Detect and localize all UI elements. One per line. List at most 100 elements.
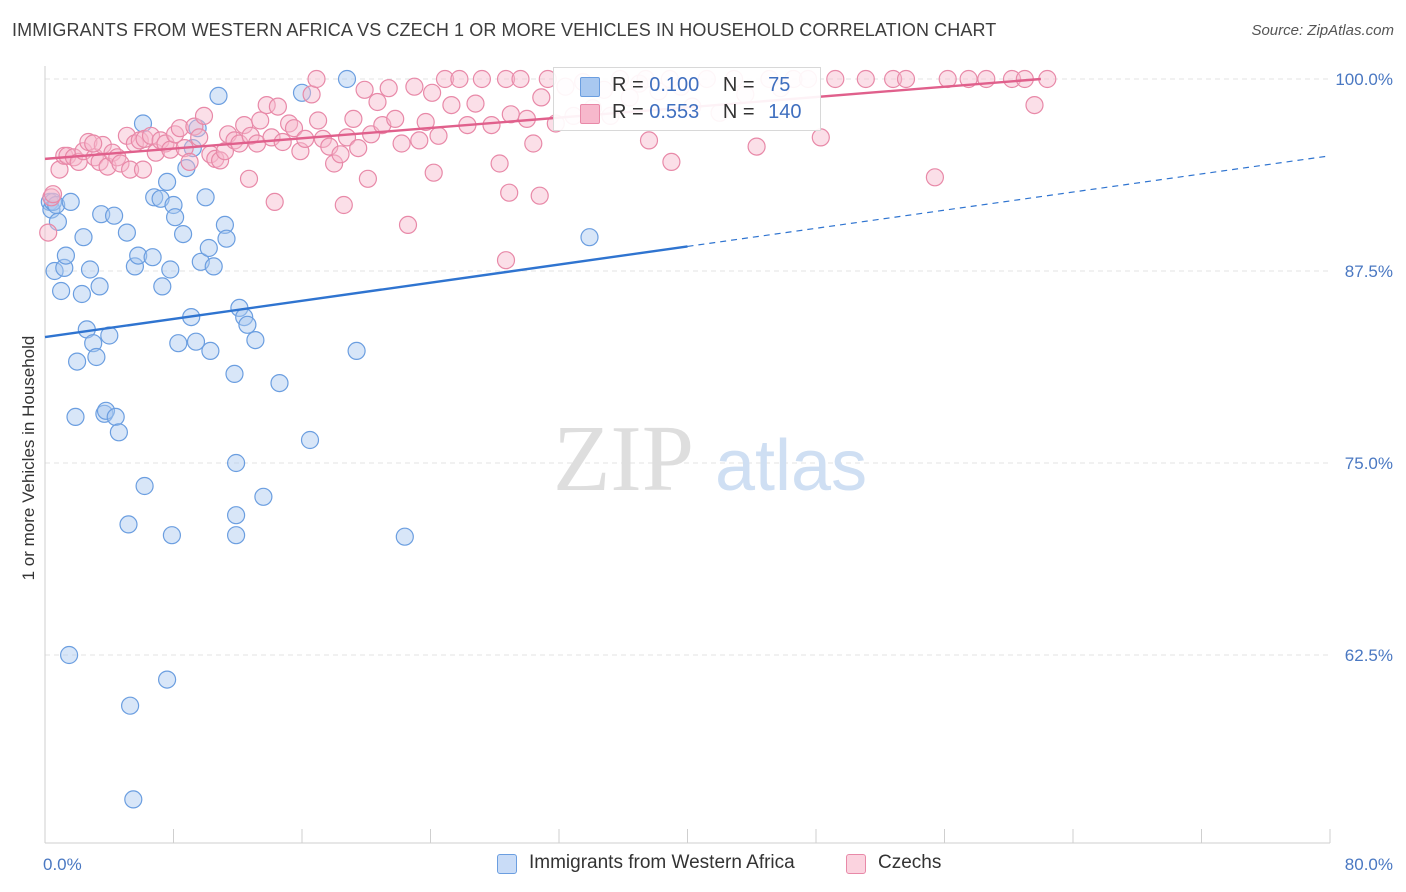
western-africa-point xyxy=(209,86,228,106)
czechs-trend-line xyxy=(44,77,1041,161)
n-label-1: N = xyxy=(722,74,761,96)
czechs-point xyxy=(500,183,519,202)
czechs-point xyxy=(530,186,549,205)
czechs-point xyxy=(190,128,209,147)
czechs-point xyxy=(331,145,350,164)
western-africa-point xyxy=(158,172,177,191)
czechs-point xyxy=(211,151,230,170)
czechs-point xyxy=(959,69,978,89)
watermark: ZIP atlas xyxy=(553,407,867,511)
czechs-point xyxy=(309,111,328,130)
czechs-point xyxy=(398,215,418,234)
western-africa-point xyxy=(215,215,234,234)
western-africa-point xyxy=(217,229,236,248)
western-africa-point xyxy=(300,430,320,450)
czechs-point xyxy=(392,134,411,153)
czechs-point xyxy=(307,69,326,89)
western-africa-point xyxy=(96,401,116,420)
western-africa-point xyxy=(51,281,71,301)
western-africa-point xyxy=(174,225,193,244)
legend-label-western-africa: Immigrants from Western Africa xyxy=(529,852,795,873)
western-africa-point xyxy=(80,260,100,279)
western-africa-point xyxy=(87,347,106,367)
series-legend: Immigrants from Western Africa Czechs xyxy=(0,852,1406,878)
czechs-point xyxy=(424,163,443,182)
czechs-point xyxy=(429,126,448,145)
czechs-point xyxy=(133,160,153,179)
czechs-point xyxy=(524,134,543,153)
watermark-zip: ZIP xyxy=(553,407,694,511)
stats-legend: R = 0.100 N = 75 R = 0.553 N = 140 xyxy=(553,67,821,131)
y-tick-label: 100.0% xyxy=(1335,70,1393,89)
western-africa-point xyxy=(59,645,79,665)
y-tick-label: 75.0% xyxy=(1345,454,1393,473)
czechs-point xyxy=(639,131,659,150)
western-africa-point xyxy=(204,257,223,276)
x-tick-label: 80.0% xyxy=(1345,855,1393,874)
y-tick-label: 62.5% xyxy=(1345,646,1393,665)
western-africa-point xyxy=(158,670,177,689)
czechs-point xyxy=(84,134,103,153)
czechs-point xyxy=(39,223,58,242)
western-africa-point xyxy=(186,332,206,351)
western-africa-point xyxy=(66,407,85,426)
western-africa-point xyxy=(84,334,103,353)
czechs-point xyxy=(496,69,516,89)
czechs-point xyxy=(42,188,61,207)
legend-swatch-czechs xyxy=(846,854,866,874)
tick-labels: 100.0% 87.5% 75.0% 62.5% 0.0% 80.0% xyxy=(43,70,1393,874)
czechs-point xyxy=(194,106,214,126)
western-africa-point xyxy=(169,334,188,353)
czechs-point xyxy=(239,169,259,188)
chart-title: IMMIGRANTS FROM WESTERN AFRICA VS CZECH … xyxy=(12,20,997,40)
western-africa-point xyxy=(61,192,80,211)
czechs-point xyxy=(344,109,363,129)
czechs-point xyxy=(1002,69,1022,89)
czechs-point xyxy=(111,154,130,173)
czechs-point xyxy=(1038,69,1057,89)
western-africa-point xyxy=(270,374,289,393)
czechs-point xyxy=(482,115,501,135)
western-africa-point xyxy=(227,526,246,545)
czechs-point xyxy=(1025,95,1044,115)
czechs-point xyxy=(490,154,509,173)
western-africa-trend-line xyxy=(44,245,688,339)
source-label: Source: ZipAtlas.com xyxy=(1251,22,1394,39)
czechs-point xyxy=(273,132,292,152)
czechs-point xyxy=(416,112,435,132)
r-value-1: 0.100 xyxy=(649,74,700,96)
western-africa-point xyxy=(227,453,246,473)
western-africa-point xyxy=(162,526,181,545)
czechs-point xyxy=(355,80,374,99)
y-axis-label: 1 or more Vehicles in Household xyxy=(19,336,38,581)
western-africa-point xyxy=(395,527,414,546)
western-africa-point xyxy=(196,188,215,207)
legend-swatch-western-africa xyxy=(497,854,517,874)
western-africa-point xyxy=(117,223,137,242)
western-africa-trend-extension xyxy=(687,155,1331,248)
czechs-point xyxy=(856,69,875,89)
western-africa-point xyxy=(125,257,144,276)
western-africa-point xyxy=(109,423,129,442)
western-africa-point xyxy=(246,331,265,350)
legend-label-czechs: Czechs xyxy=(878,852,942,873)
y-tick-label: 87.5% xyxy=(1345,262,1393,281)
czechs-point xyxy=(450,69,469,89)
western-africa-point xyxy=(56,246,76,265)
czechs-point xyxy=(43,185,63,204)
data-points xyxy=(39,69,1057,809)
czechs-point xyxy=(50,160,69,179)
western-africa-point xyxy=(121,696,140,715)
western-africa-point xyxy=(166,208,185,227)
stats-legend-swatch-2 xyxy=(580,104,600,124)
czechs-point xyxy=(423,83,442,102)
n-label-2: N = xyxy=(722,101,761,123)
western-africa-point xyxy=(104,206,124,225)
western-africa-point xyxy=(124,790,143,809)
czechs-point xyxy=(442,95,461,115)
western-africa-point xyxy=(90,277,109,296)
western-africa-point xyxy=(145,188,164,207)
czechs-point xyxy=(325,154,344,173)
czechs-point xyxy=(265,192,284,211)
